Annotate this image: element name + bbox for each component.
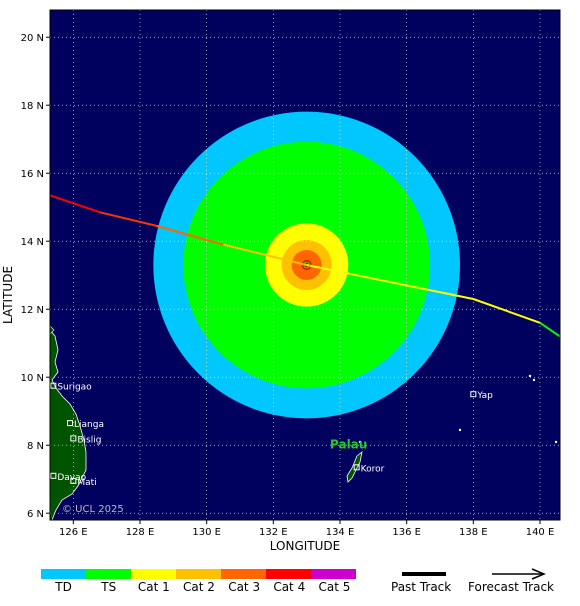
lat-tick-label: 16 N <box>21 169 44 180</box>
forecast-track-label: Forecast Track <box>468 580 554 594</box>
legend-swatch <box>86 569 131 579</box>
place-label: Yap <box>476 391 493 401</box>
lon-tick-label: 126 E <box>59 527 88 538</box>
atoll-dot <box>528 374 532 378</box>
lon-tick-label: 130 E <box>192 527 221 538</box>
region-label-palau: Palau <box>330 438 367 452</box>
track-segment <box>99 211 157 227</box>
lon-tick-label: 140 E <box>526 527 555 538</box>
atoll-dot <box>358 440 362 444</box>
lon-tick-label: 132 E <box>259 527 288 538</box>
place-marker <box>470 391 477 398</box>
legend-swatch <box>266 569 311 579</box>
place-marker <box>67 420 73 427</box>
lon-tick-label: 134 E <box>326 527 355 538</box>
legend-label: TS <box>101 580 117 594</box>
legend-label: TD <box>55 580 72 594</box>
track-segment <box>472 298 541 324</box>
forecast-track-swatch <box>492 568 546 580</box>
legend-swatch <box>221 569 266 579</box>
dinagat-island <box>50 325 55 335</box>
legend-swatch <box>176 569 221 579</box>
track-segment <box>389 281 474 300</box>
track-segment <box>156 224 224 246</box>
legend-label: Cat 1 <box>137 580 170 594</box>
lat-tick-label: 20 N <box>21 33 44 44</box>
lat-tick-label: 8 N <box>27 441 44 452</box>
place-label: Lianga <box>74 420 104 430</box>
lon-tick-label: 128 E <box>126 527 155 538</box>
place-label: Mati <box>77 478 96 488</box>
legend-swatch <box>311 569 356 579</box>
legend-swatch <box>41 569 86 579</box>
lat-tick-label: 12 N <box>21 305 44 316</box>
place-marker <box>70 477 77 484</box>
category-legend-labels: TD TS Cat 1 Cat 2 Cat 3 Cat 4 Cat 5 <box>41 580 357 594</box>
category-legend-bar <box>41 569 356 579</box>
place-marker <box>353 464 360 471</box>
storm-center-marker <box>303 261 311 269</box>
track-segment <box>223 243 307 266</box>
atoll-dot <box>458 428 462 432</box>
place-label: Bislig <box>77 435 101 445</box>
track-segment <box>50 194 101 214</box>
y-axis-label: LATITUDE <box>1 266 15 324</box>
place-label: Davao <box>57 473 86 483</box>
legend-label: Cat 2 <box>183 580 215 594</box>
x-axis-label: LONGITUDE <box>270 539 340 553</box>
lat-tick-label: 18 N <box>21 101 44 112</box>
past-track-swatch <box>402 572 446 576</box>
copyright-notice: © UCL 2025 <box>62 504 124 515</box>
atoll-dot <box>554 440 558 444</box>
place-label: Koror <box>361 464 385 474</box>
track-segment <box>539 321 560 338</box>
map-frame <box>49 9 561 521</box>
legend-label: Cat 3 <box>228 580 261 594</box>
legend-label: Cat 5 <box>318 580 351 594</box>
place-marker <box>50 382 57 389</box>
legend-swatch <box>131 569 176 579</box>
lon-tick-label: 138 E <box>459 527 488 538</box>
lat-tick-label: 10 N <box>21 373 44 384</box>
past-track-label: Past Track <box>391 580 452 594</box>
lon-tick-label: 136 E <box>392 527 421 538</box>
place-marker <box>50 472 57 479</box>
place-marker <box>70 435 77 442</box>
lat-tick-label: 6 N <box>27 509 44 520</box>
track-segment <box>306 264 391 283</box>
atoll-dot <box>532 378 536 382</box>
place-label: Surigao <box>57 383 92 393</box>
lat-tick-label: 14 N <box>21 237 44 248</box>
legend-label: Cat 4 <box>273 580 306 594</box>
